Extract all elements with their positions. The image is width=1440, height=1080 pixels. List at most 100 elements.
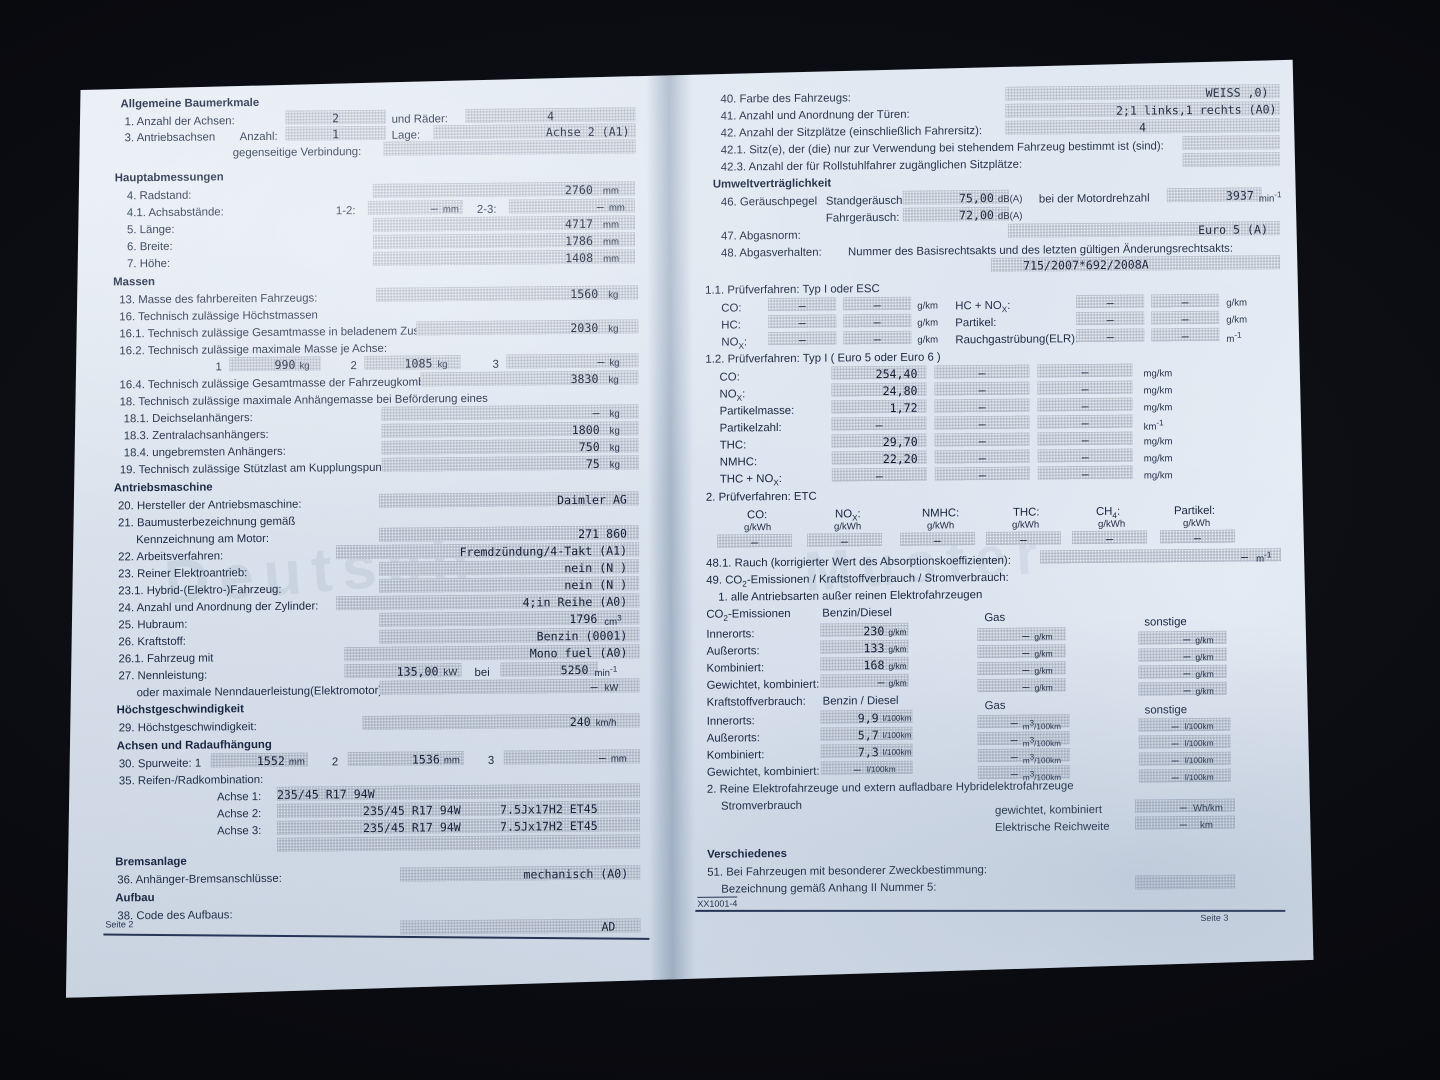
label-etc-partikel: Partikel: [1173,504,1216,518]
unit-etc-nox: g/kWh [833,521,862,533]
unit-pv11-hc: g/km [917,317,939,329]
value-anzahl-zylinder: 4;in Reihe (A0) [522,594,628,610]
value-verbrauch-ausserorts-benzin: 5,7 [857,728,879,743]
unit-verbrauch-gewichtet-benzin: l/100km [866,764,896,775]
section-achsen-radaufhaengung: Achsen und Radaufhängung [116,738,272,753]
label-pv12-partikelmasse: Partikelmasse: [719,404,795,418]
unit-etc-partikel: g/kWh [1182,517,1211,530]
value-pv11-hcnox-2: – [1181,295,1189,310]
value-pv12-thcnox-3: – [1081,467,1089,482]
value-verbrauch-kombiniert-gas: – [1010,749,1018,764]
value-code-aufbau: AD [601,919,616,934]
unit-co2-ausserorts-benzin: g/km [888,643,907,654]
value-co2-innerorts-gas: – [1022,628,1030,643]
value-spurweite-1: 1552 [256,753,285,769]
label-abgasnorm: 47. Abgasnorm: [720,229,801,243]
section-aufbau: Aufbau [115,892,155,905]
label-col-sonstige: sonstige [1144,616,1187,629]
value-antriebsachsen-anzahl: 1 [332,127,340,142]
unit-verbrauch-kombiniert-gas: m3/100km [1022,752,1062,766]
value-pv12-nox-2: – [978,383,986,398]
label-anordnung-tueren: 41. Anzahl und Anordnung der Türen: [720,108,910,123]
unit-spurweite-2: mm [443,755,460,767]
label-col-gas: Gas [984,611,1006,625]
unit-spurweite-1: mm [288,756,305,768]
field-reifen-extra[interactable] [277,834,640,851]
field-stehend-sitze[interactable] [1183,135,1280,150]
value-spurweite-2: 1536 [411,752,440,767]
form-code: XX1001-4 [697,896,737,908]
unit-etc-ch4: g/kWh [1097,518,1126,530]
value-anzahl-achsen: 2 [332,111,340,126]
footer-rule-left [103,934,649,940]
section-verschiedenes: Verschiedenes [707,847,787,861]
unit-verbrauch-innerorts-sonstige: l/100km [1184,721,1214,732]
value-antriebsachsen-lage: Achse 2 (A1) [545,124,630,140]
label-stromverbrauch: Stromverbrauch [720,799,803,813]
value-baumusterbezeichnung: 271 860 [578,526,628,541]
label-pv11-nox: NOX: [721,336,748,351]
unit-co2-ausserorts-gas: g/km [1034,648,1053,659]
label-standgeraeusch: Standgeräusch: [825,194,906,208]
field-bezeichnung-anhang-ii[interactable] [1135,875,1235,890]
label-pruefverfahren-1-1: 1.1. Prüfverfahren: Typ I oder ESC [705,283,880,297]
label-stehend-sitze: 42.1. Sitz(e), der (die) nur zur Verwend… [720,140,1164,157]
value-nenndauerleistung: – [590,679,598,694]
value-pv11-co-1: – [798,298,806,313]
label-pruefverfahren-etc: 2. Prüfverfahren: ETC [705,490,817,504]
field-rollstuhl-sitzplaetze[interactable] [1183,152,1280,167]
label-besondere-zweckbestimmung: 51. Bei Fahrzeugen mit besonderer Zweckb… [707,864,988,879]
label-kraftstoffverbrauch-title: Kraftstoffverbrauch: [706,695,806,709]
unit-nenndauerleistung: kW [604,682,619,694]
value-co2-innerorts-sonstige: – [1183,632,1191,647]
unit-hoechstgeschwindigkeit: km/h [595,717,617,729]
label-kraftstoff: 26. Kraftstoff: [118,635,186,649]
label-rauch-absorptionskoeffizient: 48.1. Rauch (korrigierter Wert des Absor… [706,554,1011,570]
label-antriebsachsen: 3. Antriebsachsen [124,131,216,145]
label-hubraum: 25. Hubraum: [118,618,188,632]
unit-ungebremster-anhaenger: kg [609,442,620,454]
unit-nennleistung: kW [443,667,458,679]
value-basisrechtsakt: 715/2007*692/2008A [1023,257,1149,273]
label-etc-co: CO: [746,509,768,522]
unit-strom-gewichtet-kombiniert: Wh/km [1192,802,1223,815]
unit-verbrauch-ausserorts-sonstige: l/100km [1184,738,1214,749]
value-pv12-co-3: – [1081,365,1089,380]
label-fahrzeug-mit: 26.1. Fahrzeug mit [118,652,214,666]
value-nennleistung-drehzahl: 5250 [560,662,589,678]
unit-verbrauch-ausserorts-benzin: l/100km [882,730,912,741]
unit-pv11-elr: m-1 [1226,330,1242,345]
label-gesamtmasse-beladen: 16.1. Technisch zulässige Gesamtmasse in… [119,325,445,341]
unit-pv12-co: mg/km [1143,368,1173,380]
unit-co2-gewichtet-sonstige: g/km [1195,685,1214,697]
field-gegenseitige-verbindung[interactable] [384,139,636,155]
label-pv12-thc-nox: THC + NOX: [719,472,782,488]
label-co2-gewichtet-kombiniert: Gewichtet, kombiniert: [706,678,820,692]
value-pv11-elr-2: – [1181,329,1189,344]
unit-verbrauch-innerorts-benzin: l/100km [882,713,912,724]
value-pv12-thcnox-2: – [978,468,986,483]
section-hauptabmessungen: Hauptabmessungen [114,171,224,185]
value-pv12-partikelzahl-2: – [978,417,986,432]
unit-pv12-thc: mg/km [1143,436,1173,448]
label-co2-emissionen-title: CO2-Emissionen [706,607,791,623]
value-etc-ch4: – [1106,531,1114,546]
value-radstand: 2760 [564,182,593,198]
unit-pv12-partikelzahl: km-1 [1143,418,1164,433]
value-etc-partikel: – [1194,530,1202,546]
value-fahrzeug-mit: Mono fuel (A0) [529,645,628,661]
unit-standgeraeusch: dB(A) [997,193,1023,205]
value-achse-2-masse: 1085 [404,356,433,371]
label-pv11-hc-nox: HC + NOX: [955,299,1011,315]
section-antriebsmaschine: Antriebsmaschine [113,481,213,495]
value-pv12-nmhc-2: – [978,451,986,466]
value-reiner-elektroantrieb: nein (N ) [564,560,628,576]
unit-achsabstand-2-3: mm [608,202,625,214]
page-footer-right: Seite 3 [1200,912,1229,924]
value-elektrische-reichweite: – [1180,817,1188,832]
label-masse-fahrbereit: 13. Masse des fahrbereiten Fahrzeugs: [119,292,318,307]
section-hoechstgeschwindigkeit: Höchstgeschwindigkeit [116,703,244,717]
value-masse-fahrbereit: 1560 [570,286,599,302]
value-stuetzlast: 75 [585,456,600,471]
section-allgemeine-baumerkmale: Allgemeine Baumerkmale [120,97,260,111]
